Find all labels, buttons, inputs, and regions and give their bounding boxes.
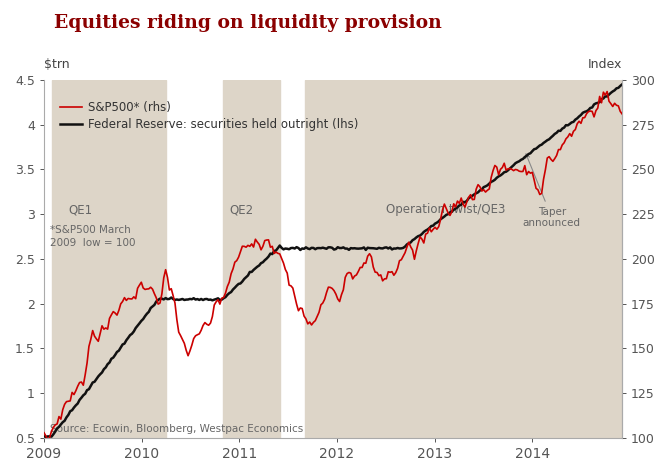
Text: Source: Ecowin, Bloomberg, Westpac Economics: Source: Ecowin, Bloomberg, Westpac Econo… bbox=[50, 425, 303, 435]
Bar bbox=[305, 80, 622, 438]
Text: $trn: $trn bbox=[44, 58, 70, 71]
Text: QE1: QE1 bbox=[68, 203, 92, 216]
Text: *S&P500 March
2009  low = 100: *S&P500 March 2009 low = 100 bbox=[50, 225, 135, 248]
Text: Operation twist/QE3: Operation twist/QE3 bbox=[386, 203, 505, 216]
Legend: S&P500* (rhs), Federal Reserve: securities held outright (lhs): S&P500* (rhs), Federal Reserve: securiti… bbox=[56, 97, 362, 136]
Text: Equities riding on liquidity provision: Equities riding on liquidity provision bbox=[54, 14, 442, 32]
Text: QE2: QE2 bbox=[230, 203, 254, 216]
Text: Taper
announced: Taper announced bbox=[523, 154, 581, 228]
Bar bbox=[52, 80, 166, 438]
Text: Index: Index bbox=[588, 58, 622, 71]
Bar bbox=[222, 80, 280, 438]
